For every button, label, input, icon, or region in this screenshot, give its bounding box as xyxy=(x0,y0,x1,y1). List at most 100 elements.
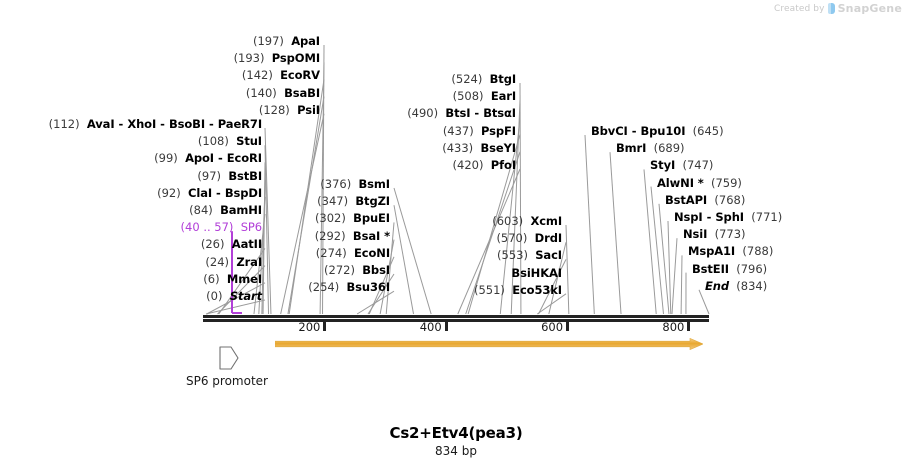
site-label-apoi[interactable]: (99) ApoI - EcoRI xyxy=(154,152,262,165)
site-position: (97) xyxy=(197,168,229,183)
site-position: (508) xyxy=(452,89,491,104)
site-name: MmeI xyxy=(226,271,262,286)
site-label-bbvci[interactable]: BbvCI - Bpu10I (645) xyxy=(591,125,724,138)
site-label-aatii[interactable]: (26) AatII xyxy=(201,238,262,251)
site-label-xcmi[interactable]: (603) XcmI xyxy=(492,215,562,228)
site-position: (254) xyxy=(308,280,347,295)
site-position: (773) xyxy=(707,227,746,242)
site-label-btgi[interactable]: (524) BtgI xyxy=(451,73,516,86)
site-name-separator: - xyxy=(156,117,169,131)
site-name: BsiHKAI xyxy=(511,265,562,280)
site-label-clai[interactable]: (92) ClaI - BspDI xyxy=(157,185,262,200)
site-label-bsai-[interactable]: (292) BsaI * xyxy=(315,229,390,243)
site-label-bsmi[interactable]: (376) BsmI xyxy=(320,178,390,191)
site-position: (553) xyxy=(497,248,536,263)
site-label-econi[interactable]: (274) EcoNI xyxy=(315,245,390,260)
site-label-sp6[interactable]: (40 .. 57) SP6 xyxy=(180,220,263,235)
site-position: (771) xyxy=(743,210,783,224)
snapgene-brand: SnapGene xyxy=(837,2,902,15)
site-label-avai[interactable]: (112) AvaI - XhoI - BsoBI - PaeR7I xyxy=(49,118,262,131)
site-name-separator: - xyxy=(214,151,227,166)
site-name: MspA1I xyxy=(688,244,736,259)
site-name: BstAPI xyxy=(665,192,708,207)
site-label-end[interactable]: End (834) xyxy=(705,279,767,293)
site-name: Bpu10I xyxy=(640,124,686,138)
site-label-bseyi[interactable]: (433) BseYI xyxy=(442,141,516,155)
site-name: StyI xyxy=(650,158,676,173)
site-name: BamHI xyxy=(220,203,262,217)
site-label-btgzi[interactable]: (347) BtgZI xyxy=(317,195,390,208)
site-position: (128) xyxy=(258,102,298,117)
site-name: SphI xyxy=(715,210,744,224)
site-label-mspa1i[interactable]: MspA1I (788) xyxy=(688,245,773,258)
site-label-bmri[interactable]: BmrI (689) xyxy=(616,142,685,155)
site-position: (112) xyxy=(48,117,87,131)
site-name: BtgZI xyxy=(355,194,390,209)
site-label-bstapi[interactable]: BstAPI (768) xyxy=(665,192,745,207)
site-position: (551) xyxy=(473,282,513,297)
site-name: BsoBI xyxy=(168,117,205,131)
site-name-separator: - xyxy=(212,185,225,200)
site-label-bsihkai[interactable]: BsiHKAI xyxy=(511,265,562,280)
site-label-bsabi[interactable]: (140) BsaBI xyxy=(246,86,320,100)
site-label-start[interactable]: (0) Start xyxy=(206,290,262,303)
site-position: (197) xyxy=(252,34,292,48)
site-label-psii[interactable]: (128) PsiI xyxy=(258,102,320,117)
site-label-btsi[interactable]: (490) BtsI - BtsαI xyxy=(407,107,516,120)
site-label-saci[interactable]: (553) SacI xyxy=(497,249,562,262)
ruler-tick-label: 200 xyxy=(298,320,321,334)
site-label-drdi[interactable]: (570) DrdI xyxy=(496,232,562,245)
site-label-stui[interactable]: (108) StuI xyxy=(198,135,262,148)
site-label-mmei[interactable]: (6) MmeI xyxy=(203,271,262,286)
site-label-pspfi[interactable]: (437) PspFI xyxy=(443,124,516,138)
site-label-styi[interactable]: StyI (747) xyxy=(650,159,713,172)
site-label-bstbi[interactable]: (97) BstBI xyxy=(197,168,262,183)
site-name-separator: - xyxy=(470,106,484,121)
site-name: BstBI xyxy=(228,168,262,183)
site-position: (420) xyxy=(452,158,491,172)
site-label-pfoi[interactable]: (420) PfoI xyxy=(452,158,517,172)
site-name: XhoI xyxy=(127,117,157,131)
site-name: AatII xyxy=(231,237,262,252)
site-label-bamhi[interactable]: (84) BamHI xyxy=(189,204,262,217)
site-position: (689) xyxy=(646,141,685,156)
site-position: (759) xyxy=(703,175,742,190)
site-name: PspOMI xyxy=(271,51,320,66)
site-label-pspomi[interactable]: (193) PspOMI xyxy=(234,51,321,66)
site-name: BtgI xyxy=(489,72,516,86)
site-name: BbvCI xyxy=(591,124,628,138)
site-position: (274) xyxy=(315,245,355,260)
site-position: (99) xyxy=(154,151,186,166)
site-label-bpuei[interactable]: (302) BpuEI xyxy=(315,212,390,225)
orf-arrow[interactable] xyxy=(275,338,703,350)
site-position: (376) xyxy=(320,177,359,191)
site-position: (40 .. 57) xyxy=(180,220,241,235)
site-name: PsiI xyxy=(297,102,320,117)
site-position: (142) xyxy=(241,68,281,83)
site-name: PfoI xyxy=(490,158,516,172)
site-position: (570) xyxy=(496,231,535,246)
site-name-separator: - xyxy=(205,117,218,131)
site-label-nspi[interactable]: NspI - SphI (771) xyxy=(674,211,782,224)
site-label-bsteii[interactable]: BstEII (796) xyxy=(692,262,767,276)
site-label-bbsi[interactable]: (272) BbsI xyxy=(324,264,390,277)
site-name: BpuEI xyxy=(353,211,390,226)
site-name: StuI xyxy=(236,134,262,149)
site-position: (0) xyxy=(206,289,230,303)
site-label-nsii[interactable]: NsiI (773) xyxy=(683,228,746,241)
site-label-bsu36i[interactable]: (254) Bsu36I xyxy=(308,281,390,294)
site-label-alwni-[interactable]: AlwNI * (759) xyxy=(657,175,742,190)
site-name: ApaI xyxy=(291,34,320,48)
site-name-separator: - xyxy=(702,210,716,224)
site-label-ecorv[interactable]: (142) EcoRV xyxy=(242,69,320,82)
site-label-eari[interactable]: (508) EarI xyxy=(452,89,517,104)
site-label-zrai[interactable]: (24) ZraI xyxy=(205,255,262,269)
site-name: EcoNI xyxy=(354,245,390,260)
sp6-promoter-feature-arrow[interactable] xyxy=(218,345,240,371)
site-label-eco53ki[interactable]: (551) Eco53kI xyxy=(473,282,562,297)
site-label-apai[interactable]: (197) ApaI xyxy=(253,35,320,48)
site-name: NspI xyxy=(674,210,703,224)
site-name-separator: - xyxy=(114,117,128,131)
